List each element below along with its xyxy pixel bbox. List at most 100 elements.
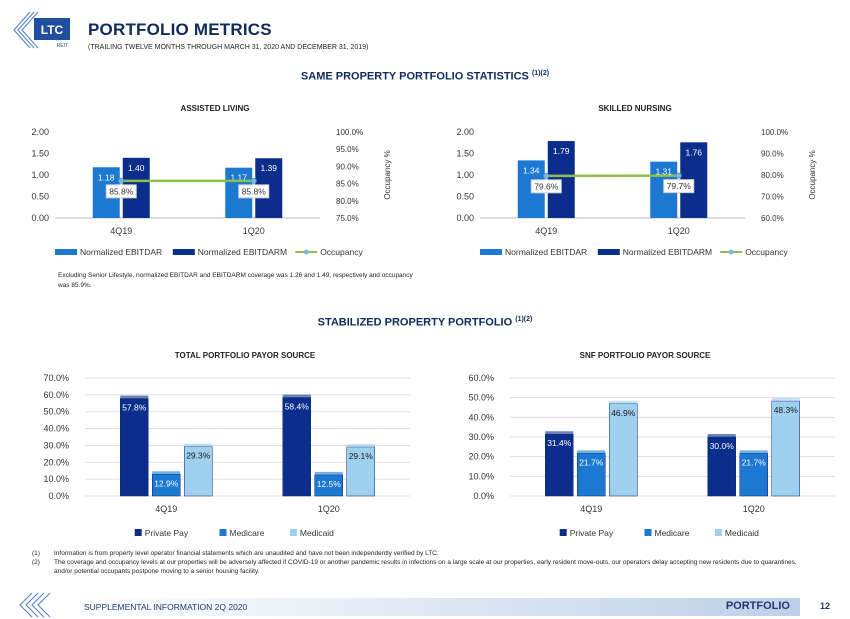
bar-data-label: 1.34	[523, 165, 540, 175]
section-same-property-label: SAME PROPERTY PORTFOLIO STATISTICS	[300, 70, 529, 83]
y-tick-label: 0.0%	[473, 491, 494, 501]
y-tick-label: 50.0%	[468, 393, 494, 403]
bar-data-label: 29.3%	[186, 451, 211, 461]
footer-section-label: PORTFOLIO	[725, 600, 790, 612]
legend-marker	[303, 249, 309, 255]
section-same-property-sup: (1)(2)	[531, 70, 550, 77]
section-stabilized: STABILIZED PROPERTY PORTFOLIO (1)(2)	[225, 316, 625, 329]
occupancy-point	[118, 177, 125, 184]
x-tick-label: 4Q19	[155, 504, 177, 514]
y2-tick-label: 80.0%	[761, 171, 784, 180]
bar-top-bevel	[282, 394, 311, 398]
legend-label: Normalized EBITDAR	[80, 247, 162, 257]
legend-label: Normalized EBITDARM	[623, 247, 712, 257]
y-tick-label: 30.0%	[43, 440, 69, 450]
footer-left-text: SUPPLEMENTAL INFORMATION 2Q 2020	[84, 602, 248, 612]
legend-marker	[728, 249, 734, 255]
legend-swatch	[480, 249, 502, 255]
bar-top-bevel	[707, 434, 736, 437]
y-tick-label: 0.50	[456, 192, 474, 202]
chart-skilled-nursing: 0.00 0.50 1.00 1.50 2.00 60.0% 70.0% 80.0% 90.0%…	[456, 127, 817, 257]
y-tick-label: 1.00	[31, 170, 49, 180]
x-tick-label: 4Q19	[110, 226, 132, 236]
y2-tick-label: 90.0%	[336, 162, 359, 171]
bar-3-0-1	[707, 436, 736, 497]
legend-label: Medicaid	[300, 528, 334, 538]
bar-data-label: 1.17	[230, 173, 247, 183]
footnote-2-num: (2)	[32, 559, 40, 566]
y-tick-label: 40.0%	[43, 424, 69, 434]
chart-title-snf-payor: SNF PORTFOLIO PAYOR SOURCE	[579, 351, 711, 360]
bar-3-1-0	[577, 453, 606, 497]
y-tick-label: 40.0%	[468, 412, 494, 422]
y-tick-label: 0.0%	[48, 491, 69, 501]
y-tick-label: 60.0%	[43, 390, 69, 400]
bar-data-label: 48.3%	[774, 405, 799, 415]
bar-top-bevel	[314, 471, 343, 475]
footnote-1-num: (1)	[32, 550, 40, 557]
y-tick-label: 1.00	[456, 170, 474, 180]
bar-top-bevel	[346, 443, 375, 447]
occupancy-data-label: 85.8%	[109, 186, 134, 196]
chart-title-assisted: ASSISTED LIVING	[180, 104, 250, 113]
footnote-1-text: Information is from property level opera…	[54, 550, 439, 557]
bar-data-label: 46.9%	[611, 408, 636, 418]
y-tick-label: 1.50	[31, 149, 49, 159]
x-tick-label: 1Q20	[318, 504, 340, 514]
bar-top-bevel	[577, 450, 606, 454]
bar-top-bevel	[184, 443, 213, 447]
y2-tick-label: 100.0%	[761, 128, 788, 137]
legend-label: Medicaid	[725, 528, 759, 538]
bar-data-label: 12.5%	[317, 479, 342, 489]
bar-data-label: 1.79	[553, 146, 570, 156]
legend-label: Normalized EBITDAR	[505, 247, 587, 257]
bar-data-label: 30.0%	[710, 441, 735, 451]
bar-data-label: 12.9%	[154, 478, 179, 488]
legend-label: Medicare	[230, 528, 265, 538]
bar-top-bevel	[771, 398, 800, 402]
bar-2-2-0	[184, 446, 213, 497]
bar-data-label: 1.76	[685, 147, 702, 157]
chart-title-skilled: SKILLED NURSING	[598, 104, 672, 113]
bar-2-0-1	[282, 397, 311, 497]
legend-label: Private Pay	[145, 528, 189, 538]
bar-data-label: 1.31	[655, 167, 672, 177]
y2-tick-label: 70.0%	[761, 193, 784, 202]
footnote-2-text: The coverage and occupancy levels at our…	[54, 559, 797, 575]
occupancy-point	[250, 177, 257, 184]
chart-total-payor-source: 0.0% 10.0% 20.0% 30.0% 40.0% 50.0% 60.0% 70.0% 5…	[43, 373, 410, 538]
bar-data-label: 29.1%	[349, 451, 374, 461]
bar-2-1-1	[314, 474, 343, 497]
bar-data-label: 57.8%	[122, 403, 147, 413]
occupancy-data-label: 79.6%	[534, 181, 559, 191]
legend-label: Medicare	[655, 528, 690, 538]
y2-tick-label: 75.0%	[336, 214, 359, 223]
chart-assisted-living: 0.00 0.50 1.00 1.50 2.00 75.0% 80.0% 85.0% 90.0%…	[31, 127, 392, 257]
occupancy-data-label: 79.7%	[667, 181, 692, 191]
chart-title-total-payor: TOTAL PORTFOLIO PAYOR SOURCE	[174, 351, 316, 360]
section-stabilized-sup: (1)(2)	[515, 316, 533, 323]
bar-data-label: 31.4%	[547, 438, 572, 448]
y-tick-label: 2.00	[456, 127, 474, 137]
y-tick-label: 2.00	[31, 127, 49, 137]
y-tick-label: 0.00	[456, 213, 474, 223]
bar-top-bevel	[545, 431, 574, 435]
page-subtitle: (TRAILING TWELVE MONTHS THROUGH MARCH 31…	[88, 44, 369, 51]
bar-top-bevel	[120, 395, 149, 399]
bar-data-label: 21.7%	[579, 457, 604, 467]
legend-swatch	[172, 249, 195, 255]
legend-swatch	[597, 249, 620, 255]
page-title: PORTFOLIO METRICS	[88, 20, 272, 39]
legend-label: Occupancy	[745, 247, 788, 257]
logo-subtext: REIT	[57, 43, 68, 49]
y2-tick-label: 90.0%	[761, 150, 784, 159]
legend-swatch	[134, 529, 142, 536]
y-tick-label: 50.0%	[43, 407, 69, 417]
section-stabilized-label: STABILIZED PROPERTY PORTFOLIO	[317, 316, 513, 329]
y2-axis-label: Occupancy %	[808, 150, 817, 199]
legend-swatch	[644, 529, 652, 536]
x-tick-label: 1Q20	[668, 226, 690, 236]
bar-3-1-1	[739, 453, 768, 497]
y-tick-label: 20.0%	[43, 457, 69, 467]
section-same-property: SAME PROPERTY PORTFOLIO STATISTICS (1)(2…	[225, 70, 625, 83]
